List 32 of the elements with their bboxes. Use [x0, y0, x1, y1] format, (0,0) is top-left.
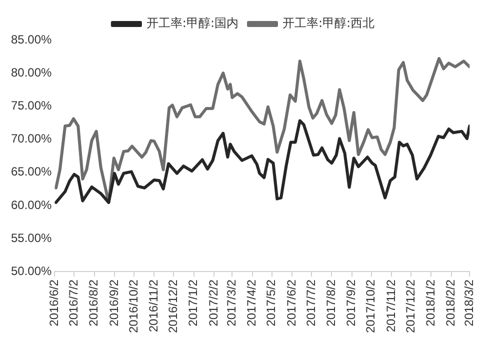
legend-label: 开工率:甲醇:国内 [146, 16, 239, 30]
x-tick-label: 2017/2/2 [206, 279, 220, 326]
x-tick-label: 2017/10/2 [364, 279, 378, 334]
x-tick-label: 2016/7/2 [66, 279, 81, 326]
x-tick-label: 2016/8/2 [86, 279, 101, 326]
x-tick-label: 2016/10/2 [126, 279, 140, 334]
x-tick-label: 2016/12/2 [166, 279, 180, 334]
x-tick-label: 2017/9/2 [344, 279, 358, 326]
y-tick-label: 50.00% [10, 264, 52, 278]
legend-label: 开工率:甲醇:西北 [282, 16, 375, 30]
x-tick-label: 2017/3/2 [224, 279, 239, 326]
x-tick-label: 2017/5/2 [264, 279, 278, 326]
x-tick-label: 2016/11/2 [146, 279, 161, 332]
y-tick-label: 65.00% [10, 164, 52, 179]
x-tick-label: 2016/9/2 [106, 279, 121, 326]
x-tick-label: 2016/6/2 [47, 279, 62, 326]
y-tick-label: 80.00% [10, 65, 52, 80]
y-tick-label: 70.00% [10, 132, 52, 146]
x-tick-label: 2017/11/2 [384, 279, 398, 332]
y-tick-label: 85.00% [10, 32, 52, 46]
x-tick-label: 2018/3/2 [462, 279, 476, 326]
y-tick-label: 55.00% [10, 230, 52, 245]
x-tick-label: 2018/2/2 [444, 279, 458, 326]
x-tick-label: 2018/1/2 [424, 279, 438, 326]
x-tick-label: 2017/12/2 [403, 279, 418, 334]
x-tick-label: 2017/4/2 [244, 279, 259, 326]
x-tick-label: 2017/7/2 [304, 279, 318, 326]
x-tick-label: 2017/6/2 [284, 279, 298, 326]
y-tick-label: 75.00% [10, 98, 52, 112]
y-tick-label: 60.00% [10, 198, 52, 212]
x-tick-label: 2017/1/2 [186, 279, 200, 326]
x-tick-label: 2017/8/2 [324, 279, 338, 326]
